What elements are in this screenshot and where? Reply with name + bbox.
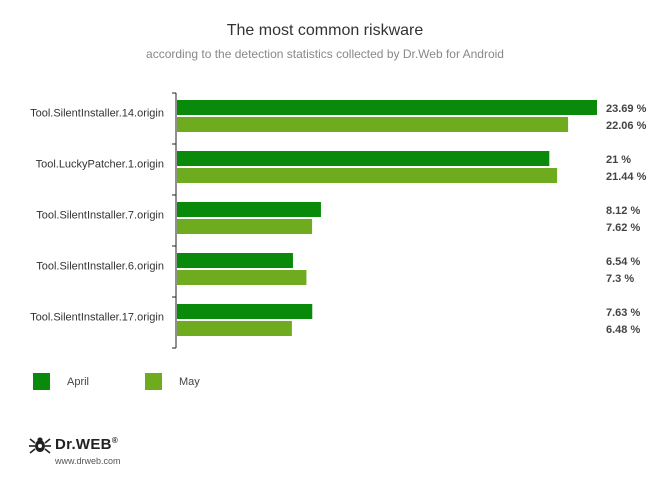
legend-swatch-may	[145, 373, 162, 390]
data-label-may: 6.48 %	[606, 324, 640, 336]
bar-may	[177, 321, 292, 336]
bar-may	[177, 270, 307, 285]
category-label: Tool.SilentInstaller.14.origin	[30, 108, 164, 120]
data-label-april: 6.54 %	[606, 256, 640, 268]
data-label-may: 7.3 %	[606, 273, 634, 285]
data-label-april: 23.69 %	[606, 103, 647, 115]
data-label-april: 7.63 %	[606, 307, 640, 319]
data-label-april: 21 %	[606, 154, 631, 166]
category-label: Tool.SilentInstaller.17.origin	[30, 312, 164, 324]
bar-may	[177, 219, 313, 234]
legend-swatch-april	[33, 373, 50, 390]
category-label: Tool.SilentInstaller.7.origin	[36, 210, 164, 222]
bar-april	[177, 202, 321, 217]
bar-april	[177, 100, 597, 115]
spider-icon	[29, 437, 51, 454]
bar-may	[177, 168, 558, 183]
bar-april	[177, 253, 293, 268]
legend-label-may: May	[179, 376, 200, 388]
logo-text: Dr.WEB®	[55, 436, 119, 453]
logo-url: www.drweb.com	[55, 456, 121, 466]
data-label-april: 8.12 %	[606, 205, 640, 217]
bar-april	[177, 151, 550, 166]
bar-april	[177, 304, 313, 319]
category-label: Tool.SilentInstaller.6.origin	[36, 261, 164, 273]
category-label: Tool.LuckyPatcher.1.origin	[36, 159, 164, 171]
bar-may	[177, 117, 569, 132]
data-label-may: 7.62 %	[606, 222, 640, 234]
data-label-may: 22.06 %	[606, 120, 647, 132]
data-label-may: 21.44 %	[606, 171, 647, 183]
chart-subtitle: according to the detection statistics co…	[146, 47, 504, 61]
chart-title: The most common riskware	[226, 22, 424, 39]
legend-label-april: April	[67, 376, 90, 388]
